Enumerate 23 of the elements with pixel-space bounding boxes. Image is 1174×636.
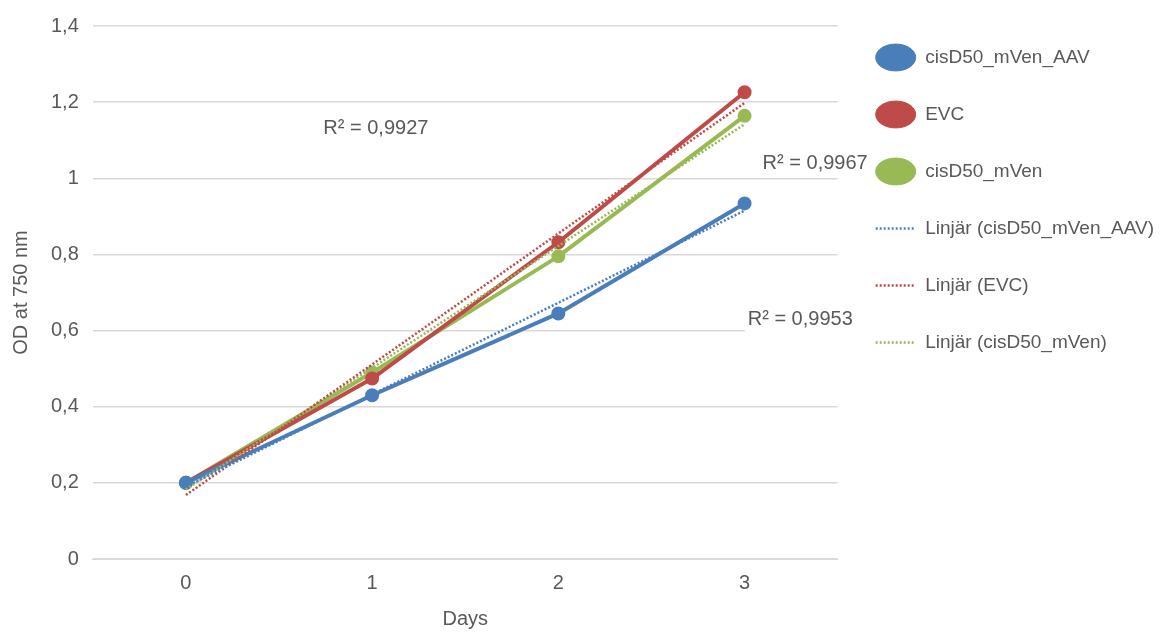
y-tick-label: 0,8 <box>50 241 79 264</box>
legend-label: cisD50_mVen <box>925 159 1043 182</box>
legend-label: Linjär (cisD50_mVen) <box>925 330 1107 353</box>
annotation: R² = 0,9953 <box>747 306 853 329</box>
y-tick-label: 0 <box>67 546 79 569</box>
legend-label: cisD50_mVen_AAV <box>925 45 1090 68</box>
x-tick-label: 1 <box>366 570 378 593</box>
legend-label: EVC <box>925 102 965 124</box>
x-tick-label: 3 <box>739 570 751 593</box>
x-tick-label: 2 <box>552 570 564 593</box>
x-axis-title: Days <box>442 606 489 629</box>
legend-label: Linjär (cisD50_mVen_AAV) <box>925 216 1155 239</box>
y-tick-label: 1 <box>67 165 79 188</box>
y-tick-label: 1,2 <box>50 89 79 112</box>
legend-label: Linjär (EVC) <box>925 273 1029 295</box>
y-tick-label: 1,4 <box>50 13 79 36</box>
y-axis-title: OD at 750 nm <box>8 230 31 355</box>
x-tick-label: 0 <box>180 570 192 593</box>
y-tick-label: 0,2 <box>50 470 79 493</box>
y-tick-label: 0,4 <box>50 394 79 417</box>
annotation: R² = 0,9927 <box>323 116 429 139</box>
y-tick-label: 0,6 <box>50 318 79 341</box>
annotation: R² = 0,9967 <box>762 150 868 173</box>
